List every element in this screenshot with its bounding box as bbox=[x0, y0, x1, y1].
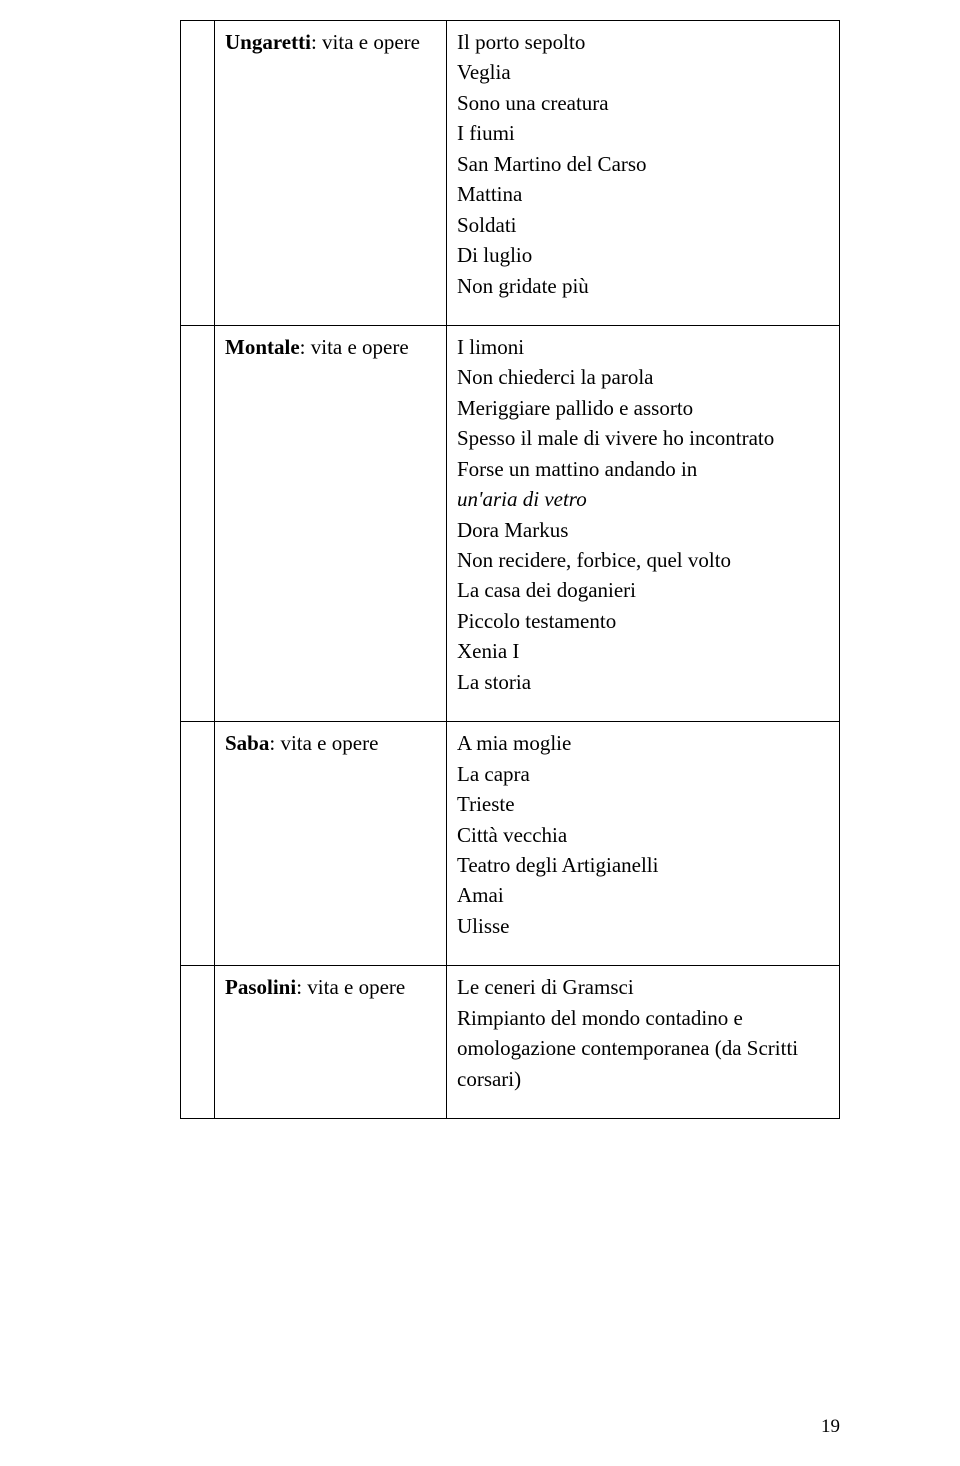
work-line: Il porto sepolto bbox=[457, 27, 829, 57]
works-cell-montale: I limoni Non chiederci la parola Meriggi… bbox=[447, 325, 840, 721]
table-row: Ungaretti: vita e opere Il porto sepolto… bbox=[181, 21, 840, 326]
author-name: Pasolini bbox=[225, 975, 296, 999]
content-table: Ungaretti: vita e opere Il porto sepolto… bbox=[180, 20, 840, 1119]
empty-cell bbox=[181, 21, 215, 326]
author-cell-montale: Montale: vita e opere bbox=[215, 325, 447, 721]
work-line: Amai bbox=[457, 880, 829, 910]
author-cell-saba: Saba: vita e opere bbox=[215, 722, 447, 966]
work-line: Xenia I bbox=[457, 636, 829, 666]
table-row: Saba: vita e opere A mia moglie La capra… bbox=[181, 722, 840, 966]
page-container: Ungaretti: vita e opere Il porto sepolto… bbox=[0, 0, 960, 1139]
work-line: Non chiederci la parola bbox=[457, 362, 829, 392]
work-line: Dora Markus bbox=[457, 515, 829, 545]
author-rest: : vita e opere bbox=[296, 975, 405, 999]
work-line: I limoni bbox=[457, 332, 829, 362]
page-number: 19 bbox=[821, 1416, 840, 1438]
empty-cell bbox=[181, 722, 215, 966]
work-line: A mia moglie bbox=[457, 728, 829, 758]
work-line: Le ceneri di Gramsci bbox=[457, 972, 829, 1002]
table-row: Montale: vita e opere I limoni Non chied… bbox=[181, 325, 840, 721]
work-line: Rimpianto del mondo contadino e omologaz… bbox=[457, 1003, 829, 1094]
work-line: La casa dei doganieri bbox=[457, 575, 829, 605]
work-line: Non recidere, forbice, quel volto bbox=[457, 545, 829, 575]
work-line: Piccolo testamento bbox=[457, 606, 829, 636]
work-line: Città vecchia bbox=[457, 820, 829, 850]
work-line: Meriggiare pallido e assorto bbox=[457, 393, 829, 423]
work-line: I fiumi bbox=[457, 118, 829, 148]
work-line: San Martino del Carso bbox=[457, 149, 829, 179]
work-line-italic: un'aria di vetro bbox=[457, 484, 829, 514]
work-line: La capra bbox=[457, 759, 829, 789]
work-line: Mattina bbox=[457, 179, 829, 209]
work-line: Teatro degli Artigianelli bbox=[457, 850, 829, 880]
work-line: Sono una creatura bbox=[457, 88, 829, 118]
empty-cell bbox=[181, 966, 215, 1119]
works-cell-pasolini: Le ceneri di Gramsci Rimpianto del mondo… bbox=[447, 966, 840, 1119]
table-row: Pasolini: vita e opere Le ceneri di Gram… bbox=[181, 966, 840, 1119]
work-line: Trieste bbox=[457, 789, 829, 819]
work-line: Veglia bbox=[457, 57, 829, 87]
author-cell-pasolini: Pasolini: vita e opere bbox=[215, 966, 447, 1119]
work-line: Forse un mattino andando in bbox=[457, 454, 829, 484]
work-line: Non gridate più bbox=[457, 271, 829, 301]
author-cell-ungaretti: Ungaretti: vita e opere bbox=[215, 21, 447, 326]
author-rest: : vita e opere bbox=[311, 30, 420, 54]
work-line: Di luglio bbox=[457, 240, 829, 270]
work-line: Soldati bbox=[457, 210, 829, 240]
work-line: La storia bbox=[457, 667, 829, 697]
work-line: Ulisse bbox=[457, 911, 829, 941]
author-name: Saba bbox=[225, 731, 269, 755]
author-rest: : vita e opere bbox=[269, 731, 378, 755]
works-cell-ungaretti: Il porto sepolto Veglia Sono una creatur… bbox=[447, 21, 840, 326]
work-line: Spesso il male di vivere ho incontrato bbox=[457, 423, 829, 453]
empty-cell bbox=[181, 325, 215, 721]
author-name: Montale bbox=[225, 335, 300, 359]
author-rest: : vita e opere bbox=[300, 335, 409, 359]
works-cell-saba: A mia moglie La capra Trieste Città vecc… bbox=[447, 722, 840, 966]
author-name: Ungaretti bbox=[225, 30, 311, 54]
